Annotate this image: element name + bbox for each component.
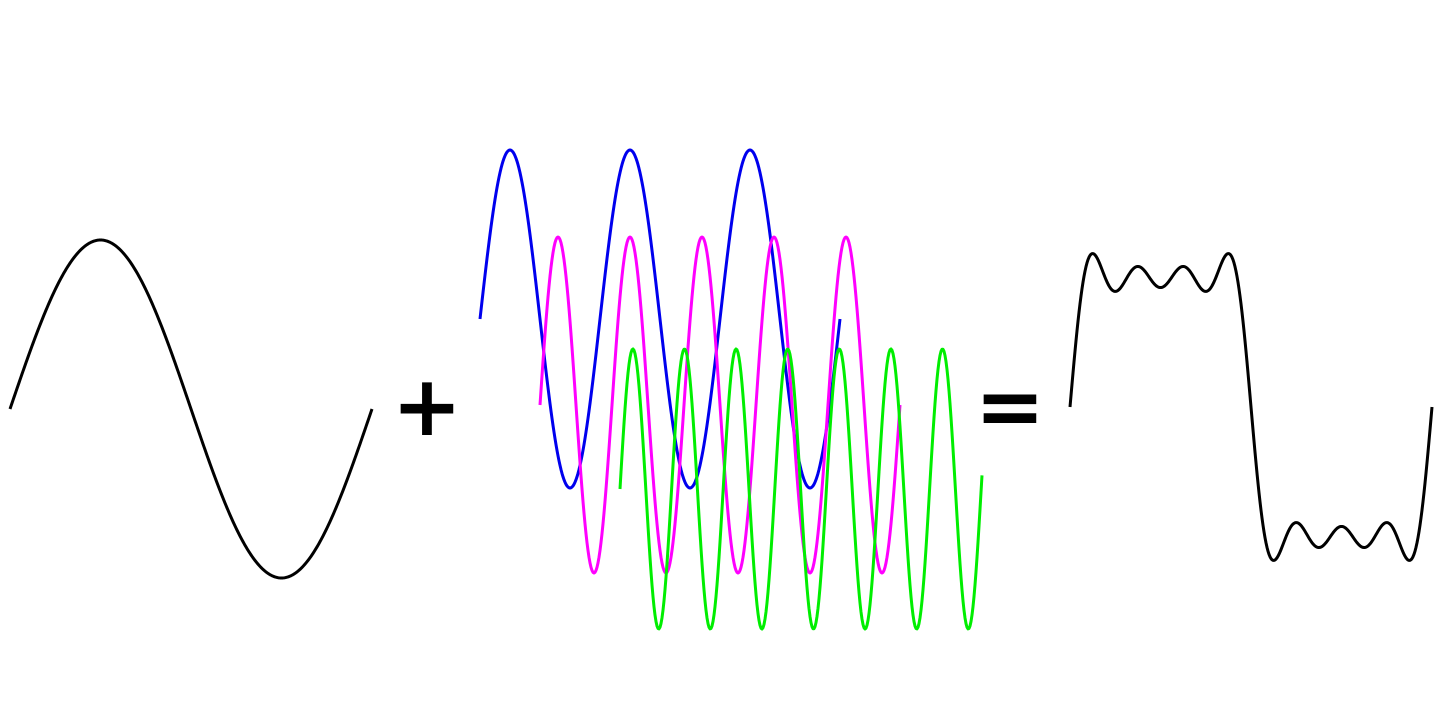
sum-wave	[1068, 252, 1434, 562]
fifth-harmonic-wave	[538, 235, 902, 575]
equals-sign: =	[975, 357, 1045, 455]
third-harmonic-wave	[478, 148, 842, 490]
plus-sign: +	[392, 357, 462, 455]
fundamental-wave	[8, 238, 374, 580]
seventh-harmonic-wave	[618, 347, 984, 631]
